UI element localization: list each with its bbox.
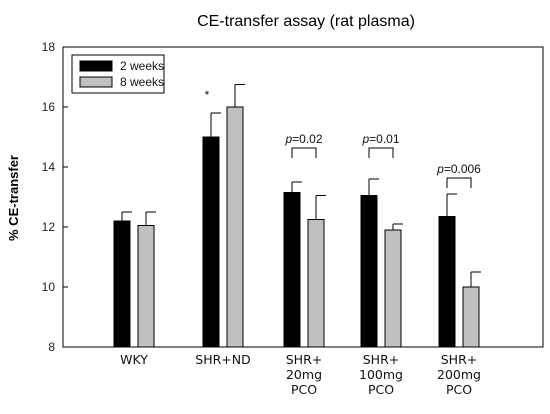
bar-2-weeks-3 — [360, 195, 378, 348]
bar-8-weeks-2 — [307, 219, 325, 348]
p-symbol: p — [284, 132, 292, 146]
x-category-label: SHR+ND — [195, 352, 250, 367]
p-value: =0.01 — [369, 132, 400, 146]
x-category-label-line: SHR+ND — [195, 352, 250, 367]
legend-label: 8 weeks — [120, 75, 164, 89]
y-tick-label: 16 — [42, 100, 56, 114]
x-category-label-line: 20mg — [286, 367, 322, 382]
bar-8-weeks-0 — [137, 225, 155, 348]
x-category-label-line: 100mg — [359, 367, 403, 382]
x-category-label-line: PCO — [368, 382, 394, 397]
bar-2-weeks-2 — [283, 192, 301, 348]
chart-title: CE-transfer assay (rat plasma) — [197, 13, 415, 30]
plot-frame — [62, 46, 544, 348]
p-value-bracket — [446, 177, 472, 188]
y-tick-label: 8 — [48, 340, 55, 354]
bar-2-weeks-0 — [113, 220, 131, 348]
p-value-bracket — [291, 147, 317, 158]
y-axis-label: % CE-transfer — [6, 155, 21, 241]
legend-swatch — [79, 60, 113, 72]
x-category-label: SHR+ 20mg PCO — [286, 352, 323, 397]
x-category-label: SHR+ 100mg PCO — [359, 352, 403, 397]
p-symbol: p — [361, 132, 369, 146]
x-category-label: SHR+ 200mg PCO — [437, 352, 481, 397]
p-value-label: p=0.006 — [436, 162, 481, 176]
x-category-label-line: SHR+ — [363, 352, 400, 367]
bar-2-weeks-4 — [438, 216, 456, 348]
x-category-label-line: PCO — [446, 382, 472, 397]
bar-8-weeks-1 — [226, 106, 244, 348]
x-category-label-line: 200mg — [437, 367, 481, 382]
p-symbol: p — [436, 162, 444, 176]
y-tick-label: 10 — [42, 280, 56, 294]
y-tick-label: 12 — [42, 220, 56, 234]
bar-2-weeks-1 — [202, 136, 220, 348]
bar-8-weeks-4 — [462, 286, 480, 348]
x-category-label-line: WKY — [120, 352, 148, 367]
legend-label: 2 weeks — [120, 59, 164, 73]
p-value: =0.02 — [292, 132, 323, 146]
p-value-bracket — [368, 147, 394, 158]
x-category-label: WKY — [120, 352, 148, 367]
x-category-label-line: PCO — [291, 382, 317, 397]
y-tick-label: 14 — [42, 160, 56, 174]
p-value-label: p=0.01 — [361, 132, 399, 146]
significance-star: * — [205, 88, 210, 102]
bar-8-weeks-3 — [384, 229, 402, 348]
p-value-label: p=0.02 — [284, 132, 322, 146]
legend-swatch — [79, 76, 113, 88]
y-tick-label: 18 — [42, 40, 56, 54]
x-category-label-line: SHR+ — [441, 352, 478, 367]
x-category-label-line: SHR+ — [286, 352, 323, 367]
p-value: =0.006 — [444, 162, 481, 176]
